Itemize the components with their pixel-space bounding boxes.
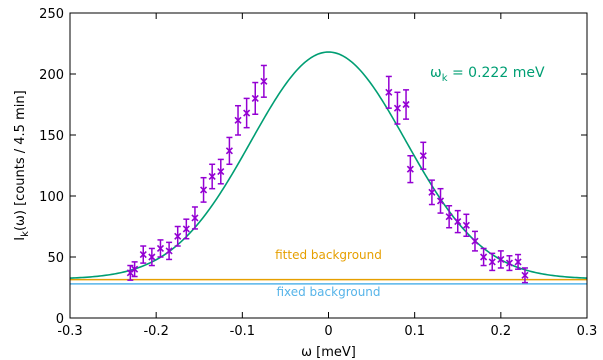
data-point (243, 97, 251, 129)
y-axis-label: Ik(ω) [counts / 4.5 min] (13, 90, 31, 240)
data-point (182, 218, 190, 240)
y-tick-label: 0 (56, 312, 64, 327)
data-point (454, 209, 462, 234)
data-point (488, 252, 496, 272)
x-tick-label: 0.2 (490, 324, 511, 339)
y-tick-label: 50 (47, 251, 64, 266)
data-point (445, 205, 453, 229)
y-tick-label: 100 (39, 190, 64, 205)
fitted-background-label: fitted background (275, 248, 382, 262)
data-point (385, 75, 393, 109)
x-tick-label: -0.3 (57, 324, 82, 339)
x-tick-label: -0.2 (143, 324, 168, 339)
data-point (139, 245, 147, 264)
data-point (251, 81, 259, 116)
data-point (126, 264, 134, 281)
plot-frame (69, 12, 588, 319)
data-point (480, 247, 488, 267)
data-point (148, 247, 156, 267)
data-point (217, 158, 225, 185)
data-point (419, 141, 427, 170)
data-point (497, 250, 505, 269)
data-point (521, 267, 529, 284)
data-point (131, 261, 139, 278)
data-point (402, 89, 410, 120)
omega-annotation: ωk = 0.222 meV (430, 65, 545, 84)
x-tick-label: 0.3 (577, 324, 598, 339)
data-point (505, 255, 514, 272)
data-point (156, 239, 165, 258)
x-tick-label: 0.1 (404, 324, 425, 339)
data-point (471, 230, 479, 252)
y-tick-label: 150 (39, 129, 64, 144)
data-point (208, 163, 216, 190)
fixed-background-label: fixed background (276, 285, 380, 299)
y-tick-label: 200 (39, 68, 64, 83)
y-tick-label: 250 (39, 7, 64, 22)
data-point (199, 176, 208, 203)
x-axis-label: ω [meV] (301, 345, 356, 360)
fit-curve (69, 51, 588, 279)
data-point (191, 206, 199, 230)
x-tick-label: 0 (324, 324, 332, 339)
data-point (462, 213, 470, 238)
x-tick-label: -0.1 (230, 324, 255, 339)
data-point (165, 241, 173, 261)
data-point (260, 64, 268, 98)
data-point (393, 91, 401, 125)
data-point (514, 253, 522, 270)
data-point (406, 154, 414, 184)
data-point (234, 104, 242, 136)
data-point (436, 187, 445, 214)
data-point (225, 136, 233, 166)
data-point (174, 225, 182, 247)
data-point (428, 179, 436, 206)
